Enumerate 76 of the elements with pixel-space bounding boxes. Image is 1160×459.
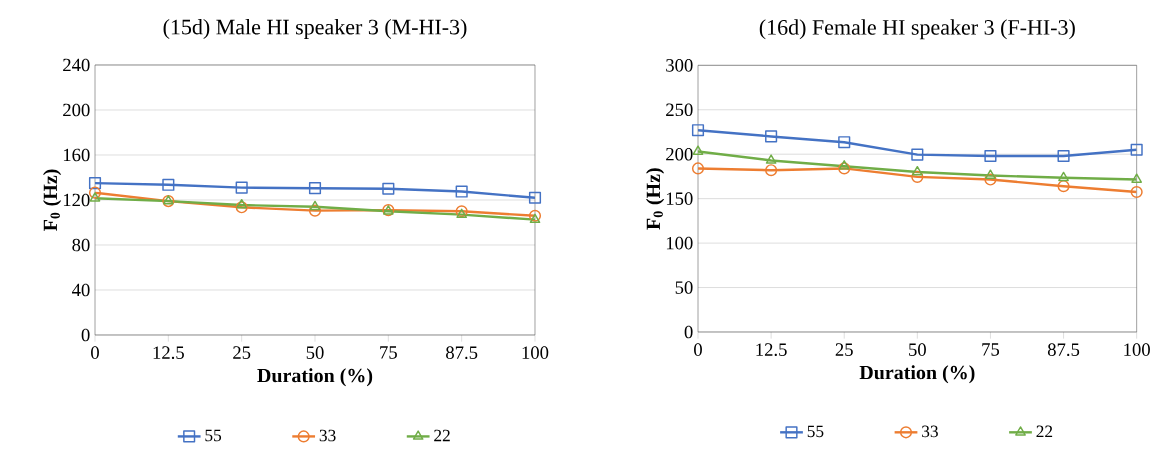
point [838, 160, 850, 170]
point [382, 182, 395, 195]
x-tick-label: 87.5 [446, 346, 478, 360]
point [765, 164, 778, 177]
y-tick-label: 0 [684, 325, 693, 339]
y-tick-label: 250 [666, 103, 693, 117]
x-tick-label: 12.5 [153, 346, 184, 359]
point [88, 177, 102, 190]
y-tick-label: 200 [63, 103, 90, 117]
x-tick-label: 50 [306, 346, 324, 359]
point [1057, 180, 1070, 193]
point [984, 173, 997, 186]
point [911, 165, 923, 176]
point [911, 148, 924, 161]
legend-label: 55 [205, 429, 222, 442]
x-tick-label: 75 [982, 343, 1000, 356]
x-tick-label: 25 [233, 346, 251, 359]
point [308, 182, 322, 195]
chart-title: (15d) Male HI speaker 3 (M-HI-3) [163, 19, 467, 39]
x-tick-label: 75 [380, 346, 397, 359]
x-tick-label: 0 [91, 346, 99, 359]
y-axis-title: F$_{0}$ (Hz) [43, 169, 62, 231]
x-axis-title: Duration (%) [859, 365, 975, 384]
point [911, 170, 924, 183]
point [691, 162, 705, 175]
y-tick-label: 0 [81, 328, 90, 342]
point [985, 169, 996, 179]
y-tick-label: 100 [666, 236, 693, 250]
point [455, 185, 468, 198]
y-tick-label: 160 [63, 148, 90, 162]
chart-title: (16d) Female HI speaker 3 (F-HI-3) [759, 19, 1075, 40]
legend-label: 55 [807, 425, 824, 438]
x-tick-label: 12.5 [756, 343, 787, 356]
y-tick-label: 200 [666, 147, 693, 161]
point [1057, 149, 1070, 163]
y-tick-label: 40 [71, 283, 90, 297]
legend-label: 22 [434, 429, 450, 442]
point [692, 145, 704, 155]
y-tick-label: 80 [72, 238, 90, 252]
y-tick-label: 150 [666, 192, 693, 205]
point [1058, 171, 1069, 182]
legend-label: 22 [1036, 425, 1053, 438]
point [235, 201, 248, 214]
legend-label: 33 [922, 425, 938, 438]
x-tick-label: 25 [835, 343, 853, 356]
x-tick-label: 100 [522, 346, 549, 359]
y-tick-label: 300 [666, 59, 693, 72]
point [984, 149, 997, 163]
point [838, 136, 851, 149]
x-tick-label: 50 [909, 343, 926, 356]
point [308, 204, 322, 217]
y-tick-label: 50 [675, 281, 693, 294]
point [235, 181, 248, 194]
point [88, 186, 102, 199]
point [765, 154, 777, 164]
y-tick-label: 240 [63, 58, 90, 72]
x-tick-label: 100 [1124, 343, 1150, 356]
point [162, 178, 175, 191]
point [1130, 143, 1143, 156]
point [528, 209, 542, 222]
point [309, 200, 321, 211]
y-axis-title: F$_{0}$ (Hz) [646, 168, 665, 230]
x-tick-label: 0 [694, 343, 702, 356]
point [89, 192, 101, 202]
point [691, 124, 705, 137]
point [838, 162, 851, 175]
point [765, 130, 778, 143]
x-axis-title: Duration (%) [257, 368, 373, 387]
point [529, 213, 541, 224]
legend-label: 33 [319, 429, 336, 442]
x-tick-label: 87.5 [1047, 343, 1080, 357]
point [528, 191, 542, 204]
point [1130, 185, 1143, 199]
y-tick-label: 120 [63, 193, 90, 207]
point [1131, 173, 1143, 183]
point [236, 198, 248, 209]
